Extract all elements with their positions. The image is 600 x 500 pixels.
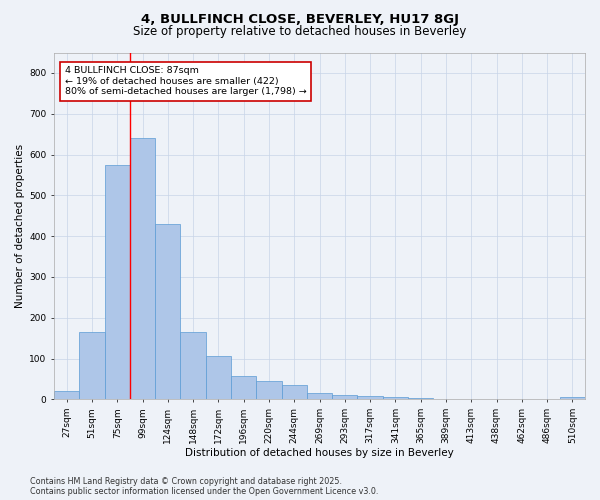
Bar bbox=[130, 138, 155, 400]
Bar bbox=[307, 393, 332, 400]
Bar bbox=[560, 398, 585, 400]
Y-axis label: Number of detached properties: Number of detached properties bbox=[15, 144, 25, 308]
Bar bbox=[155, 224, 181, 400]
Text: Contains HM Land Registry data © Crown copyright and database right 2025.
Contai: Contains HM Land Registry data © Crown c… bbox=[30, 476, 379, 496]
Bar bbox=[54, 391, 79, 400]
Text: 4, BULLFINCH CLOSE, BEVERLEY, HU17 8GJ: 4, BULLFINCH CLOSE, BEVERLEY, HU17 8GJ bbox=[141, 12, 459, 26]
Bar bbox=[79, 332, 104, 400]
Bar bbox=[433, 398, 458, 400]
Bar bbox=[383, 398, 408, 400]
Bar bbox=[358, 396, 383, 400]
Bar bbox=[332, 395, 358, 400]
Bar bbox=[206, 356, 231, 400]
Bar bbox=[408, 398, 433, 400]
Bar bbox=[231, 376, 256, 400]
X-axis label: Distribution of detached houses by size in Beverley: Distribution of detached houses by size … bbox=[185, 448, 454, 458]
Bar bbox=[104, 164, 130, 400]
Text: Size of property relative to detached houses in Beverley: Size of property relative to detached ho… bbox=[133, 25, 467, 38]
Bar bbox=[181, 332, 206, 400]
Bar bbox=[281, 385, 307, 400]
Bar bbox=[256, 381, 281, 400]
Text: 4 BULLFINCH CLOSE: 87sqm
← 19% of detached houses are smaller (422)
80% of semi-: 4 BULLFINCH CLOSE: 87sqm ← 19% of detach… bbox=[65, 66, 307, 96]
